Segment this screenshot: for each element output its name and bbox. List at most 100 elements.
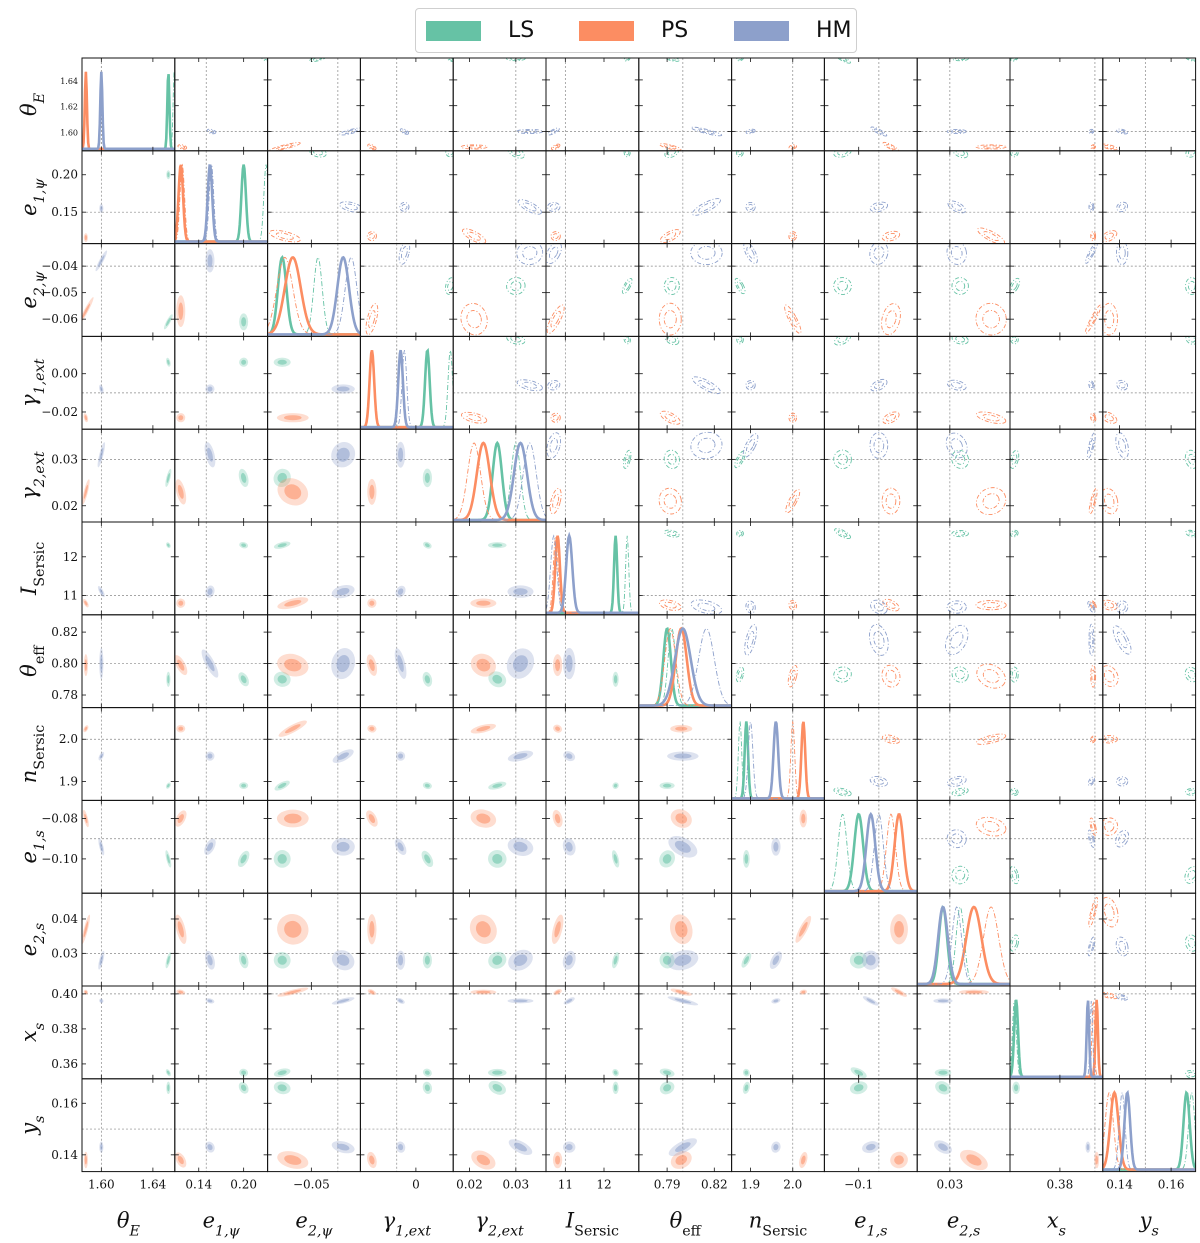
contour-dashdot-inner-PS [886,601,896,609]
panel-3-11 [1102,335,1197,430]
panel-content [82,336,175,430]
panel-content [360,429,454,522]
panel-11-3 [359,1078,454,1173]
contour-dashdot-inner-PS [886,143,896,150]
contour-dashdot-outer-LS [444,277,454,295]
panel-6-0 [81,614,176,709]
contour-inner-PS [178,600,184,606]
panel-4-0 [81,428,176,523]
contour-inner-LS [240,1084,247,1092]
panel-frame [638,243,733,337]
panel-content [360,893,454,986]
contour-inner-PS [284,599,302,607]
y-axis-label: θeff [17,645,48,677]
panel-frame [1009,150,1104,245]
panel-content [731,986,825,1079]
contour-dashdot-outer-PS [550,412,561,423]
contour-dashdot-outer-PS [788,412,798,423]
panel-5-10 [1009,521,1104,616]
contour-dashdot-outer-LS [833,787,852,797]
panel-4-2 [267,428,361,523]
contour-dashdot-inner-LS [837,530,848,537]
panel-11-5 [545,1078,640,1173]
contour-inner-PS [84,990,88,994]
contour-inner-LS [613,955,618,965]
contour-dashdot-inner-PS [467,231,481,241]
panel-content [174,707,268,801]
panel-frame [638,150,733,245]
x-axis-label: ISersic [565,1209,619,1240]
contour-dashdot-inner-HM [401,246,408,260]
contour-inner-HM [513,954,528,966]
contour-dashdot-outer-HM [690,243,723,265]
contour-inner-LS [424,854,431,864]
marginal-HM [174,164,268,243]
contour-dashdot-inner-HM [1118,940,1126,953]
contour-dashdot-outer-HM [869,432,889,459]
contour-dashdot-inner-PS [1103,669,1115,683]
contour-inner-HM [207,254,213,268]
panel-content [174,243,268,337]
contour-inner-PS [284,1155,302,1165]
panel-content [174,336,268,430]
panel-frame [731,57,825,152]
contour-inner-LS [613,1070,618,1075]
panel-9-9 [916,892,1011,987]
panel-frame [731,892,825,987]
panel-content [360,58,454,151]
panel-11-0 [81,1078,176,1173]
contour-dashdot-inner-LS [955,453,966,465]
contour-dashdot-outer-PS [882,411,900,424]
contour-dashdot-outer-LS [1185,529,1196,538]
contour-inner-PS [369,484,375,499]
y-axis-label: ISersic [17,542,48,596]
panel-2-4 [452,243,547,337]
contour-dashdot-outer-PS [460,411,488,424]
panel-1-10 [1009,150,1104,245]
x-tick-label: 1.9 [741,1178,760,1192]
contour-inner-LS [166,854,170,864]
panel-frame [1009,335,1104,430]
contour-dashdot-outer-LS [951,865,969,885]
contour-dashdot-outer-HM [399,128,410,135]
panel-content [638,1078,732,1172]
legend-label-ps: PS [661,18,689,43]
contour-dashdot-outer-PS [268,229,301,243]
contour-inner-HM [336,1143,350,1151]
contour-inner-HM [866,1143,876,1151]
contour-dashdot-inner-LS [955,531,966,536]
panel-content [731,243,825,337]
contour-inner-PS [178,990,184,994]
panel-4-9 [916,428,1011,523]
contour-dashdot-outer-LS [1184,866,1196,884]
marginal-PS [82,71,175,151]
contour-dashdot-inner-LS [837,669,848,680]
y-tick-label: 12 [63,550,78,564]
contour-dashdot-inner-HM [1088,438,1095,453]
panel-frame [638,335,733,430]
panel-content [174,522,268,615]
panel-frame [452,335,547,430]
contour-inner-LS [240,854,247,864]
contour-dashdot-outer-PS [658,487,682,515]
panel-2-8 [823,243,918,337]
contour-dashdot-outer-LS [663,277,680,295]
panel-frame [1009,614,1104,709]
contour-inner-LS [492,1070,503,1075]
marginal-dashdot-LS [82,72,175,150]
contour-dashdot-outer-LS [1185,1069,1196,1079]
contour-inner-PS [284,813,302,824]
y-tick-label: 0.82 [51,625,78,639]
panel-frame [174,985,269,1080]
y-tick-label: −0.06 [41,312,78,326]
panel-content [638,986,732,1079]
contour-inner-PS [476,726,491,732]
legend-swatch-ls [426,21,481,41]
contour-dashdot-outer-PS [1102,817,1119,836]
y-tick-label: 0.02 [51,499,78,513]
contour-dashdot-inner-HM [951,381,963,389]
panel-content [82,1078,175,1172]
contour-dashdot-outer-HM [1088,201,1095,212]
contour-inner-HM [865,954,876,966]
contour-inner-PS [369,600,375,606]
